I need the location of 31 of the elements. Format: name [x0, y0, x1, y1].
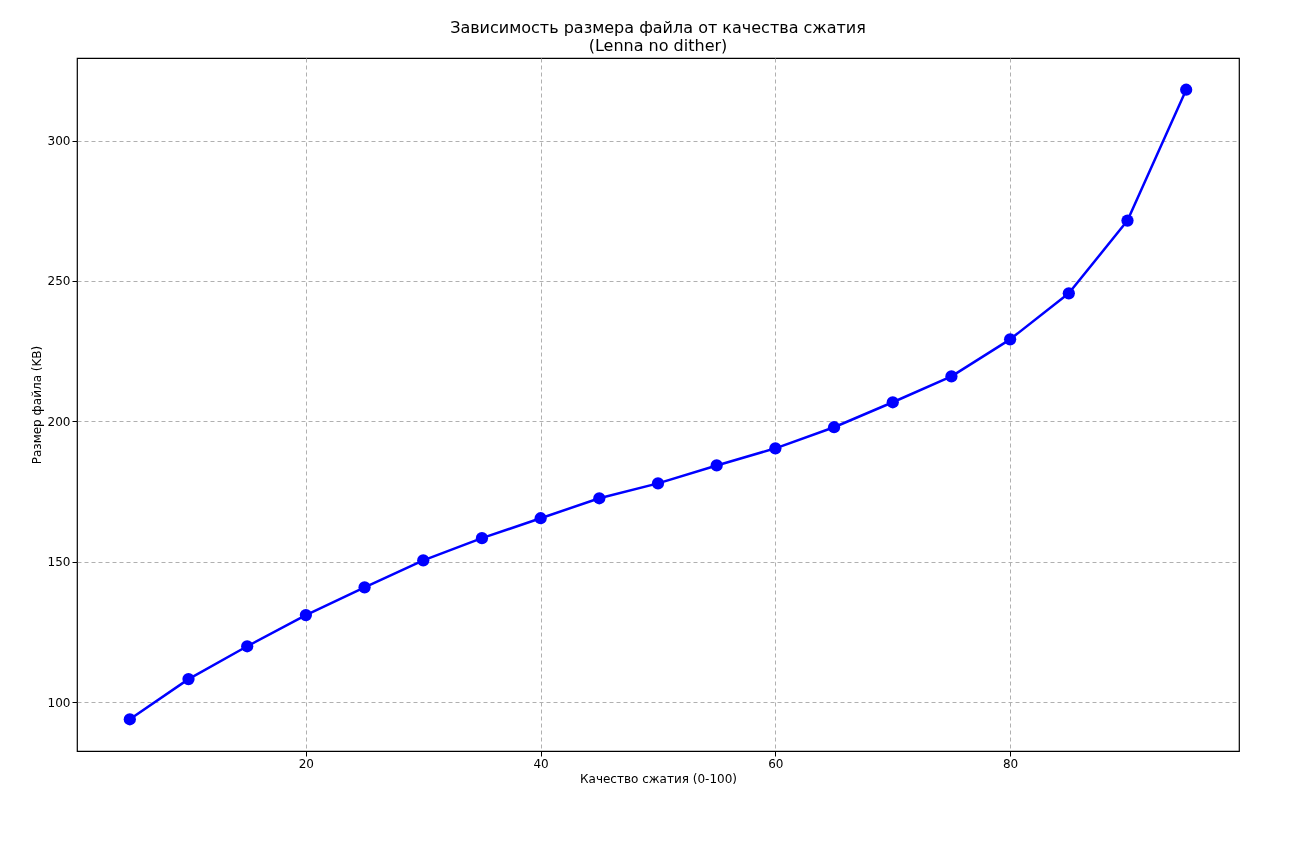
point	[1180, 83, 1193, 96]
point	[475, 532, 489, 545]
x-tick-label: 20	[298, 756, 315, 771]
point	[593, 492, 606, 505]
point	[945, 370, 958, 383]
y-axis-title: Размер файла (KB)	[29, 345, 44, 465]
y-tick-label: 100	[47, 695, 71, 710]
point	[534, 512, 547, 525]
y-tick-label: 150	[47, 555, 71, 570]
x-tick-label: 60	[768, 756, 784, 771]
point	[417, 554, 430, 567]
y-tick-label: 200	[47, 414, 71, 429]
point	[299, 608, 312, 622]
chart-title: Зависимость размера файла от качества сжатия (Lenna no dither)	[450, 18, 866, 55]
point	[241, 640, 254, 653]
point	[827, 421, 841, 434]
y-tick-label: 300	[47, 134, 71, 149]
x-axis-title: Качество сжатия (0-100)	[580, 771, 737, 786]
point	[358, 581, 371, 594]
point	[769, 442, 782, 455]
point	[1062, 287, 1075, 300]
point	[886, 396, 899, 409]
x-tick-label: 80	[1002, 756, 1019, 771]
y-tick-label: 250	[47, 274, 71, 289]
x-tick-label: 40	[533, 756, 549, 771]
point	[710, 459, 723, 472]
point	[651, 477, 665, 490]
point	[182, 673, 195, 686]
point	[1004, 333, 1017, 346]
point	[123, 713, 136, 726]
point	[1121, 214, 1134, 227]
